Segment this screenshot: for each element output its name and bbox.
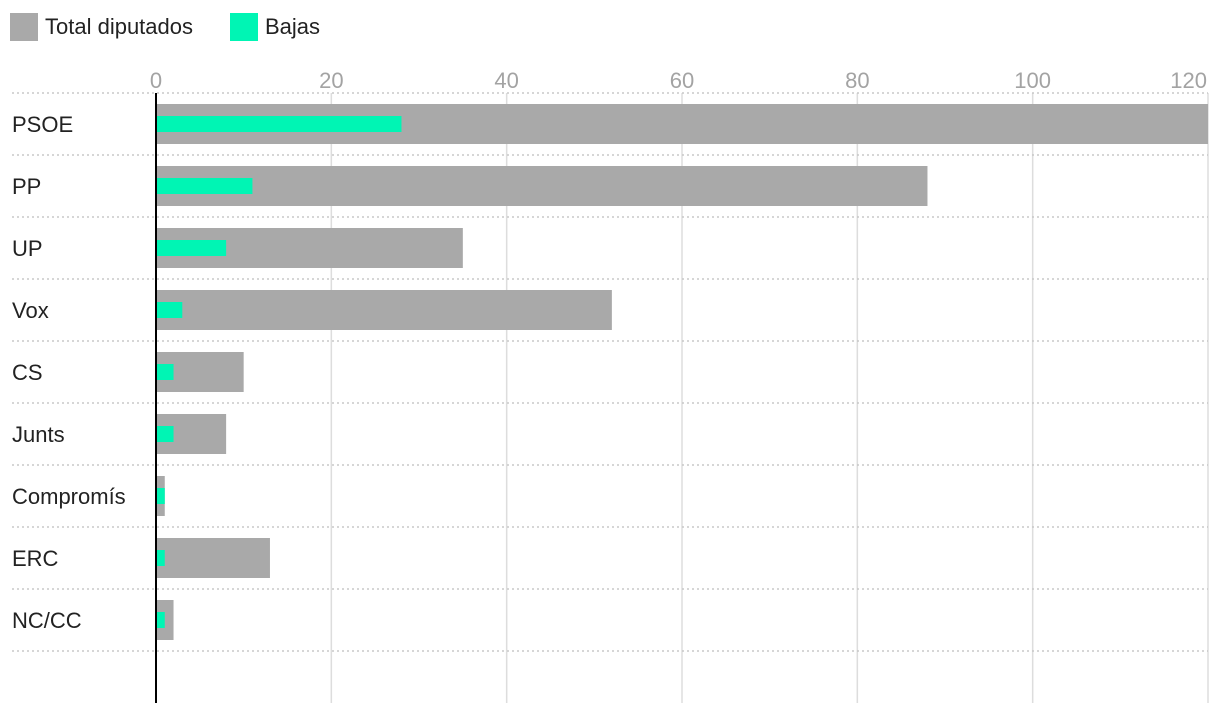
bar-total-1: [156, 166, 928, 206]
row-dividers: [12, 92, 1208, 652]
bar-bajas-4: [156, 364, 174, 380]
category-label: Vox: [12, 298, 49, 323]
category-labels: PSOE PP UP Vox CS Junts Compromís ERC NC/CC: [12, 112, 126, 633]
category-label: CS: [12, 360, 43, 385]
x-tick-label: 120: [1170, 68, 1207, 93]
legend-label-bajas: Bajas: [265, 14, 320, 39]
legend-swatch-total: [10, 13, 38, 41]
bar-bajas-8: [156, 612, 165, 628]
category-label: Compromís: [12, 484, 126, 509]
category-label: UP: [12, 236, 43, 261]
x-tick-label: 0: [150, 68, 162, 93]
x-tick-label: 80: [845, 68, 869, 93]
category-label: Junts: [12, 422, 65, 447]
category-label: ERC: [12, 546, 59, 571]
bar-total-7: [156, 538, 270, 578]
category-label: PSOE: [12, 112, 73, 137]
x-tick-label: 40: [494, 68, 518, 93]
bar-bajas-5: [156, 426, 174, 442]
bar-bajas-3: [156, 302, 183, 318]
bar-total-3: [156, 290, 612, 330]
category-label: PP: [12, 174, 41, 199]
bar-bajas-7: [156, 550, 165, 566]
category-label: NC/CC: [12, 608, 82, 633]
bar-bajas-0: [156, 116, 402, 132]
x-tick-label: 20: [319, 68, 343, 93]
x-tick-label: 100: [1014, 68, 1051, 93]
bar-bajas-2: [156, 240, 227, 256]
x-axis-ticks: 0 20 40 60 80 100 120: [150, 68, 1207, 93]
bar-bajas-6: [156, 488, 165, 504]
bars: [156, 104, 1208, 640]
legend: Total diputados Bajas: [10, 13, 320, 41]
legend-label-total: Total diputados: [45, 14, 193, 39]
x-tick-label: 60: [670, 68, 694, 93]
bar-bajas-1: [156, 178, 253, 194]
legend-swatch-bajas: [230, 13, 258, 41]
